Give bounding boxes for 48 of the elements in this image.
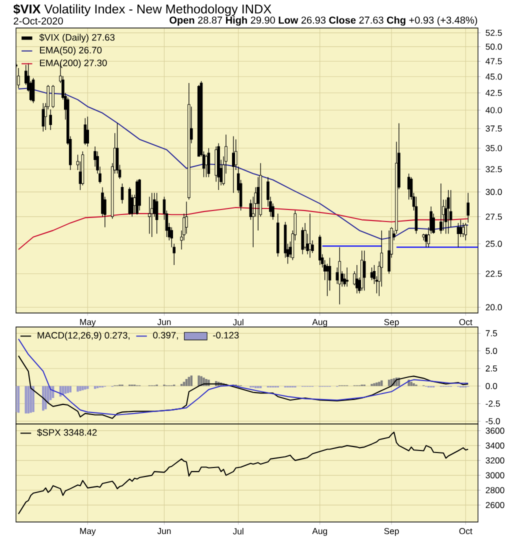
y-tick-label: 22.5 <box>486 270 502 277</box>
y-tick-label: 0.0 <box>486 382 498 390</box>
y-tick-label: 50.0 <box>486 44 502 50</box>
y-tick-label: 47.5 <box>486 58 502 64</box>
y-tick-label: 3000 <box>486 472 504 478</box>
x-tick-label: May <box>80 319 96 327</box>
y-tick-label: 5.0 <box>486 348 498 354</box>
y-tick-label: 27.5 <box>486 214 502 220</box>
x-tick-label: Sep <box>384 528 399 536</box>
x-tick-label: Sep <box>384 319 399 327</box>
text: Open 28.87 High 29.90 Low 26.93 Close 27.63 Chg +0.93 (+3.48%) <box>170 16 478 26</box>
legend-label: EMA(50) 26.70 <box>40 46 102 56</box>
x-tick-label: Jun <box>157 528 171 534</box>
x-tick-label: Oct <box>459 528 472 534</box>
y-tick-label: 35.0 <box>486 145 502 152</box>
legend-label: EMA(200) 27.30 <box>40 59 107 68</box>
y-tick-label: 40.0 <box>486 107 502 114</box>
y-tick-label: 32.5 <box>486 166 502 172</box>
x-tick-label: Aug <box>312 319 328 327</box>
x-tick-label: Oct <box>459 319 472 326</box>
y-tick-label: 20.0 <box>486 304 502 310</box>
y-tick-label: 37.5 <box>486 125 502 132</box>
y-tick-label: 2600 <box>486 502 504 508</box>
y-tick-label: 3600 <box>486 428 504 434</box>
y-tick-label: 45.0 <box>486 74 502 80</box>
x-tick-label: Jul <box>232 528 244 534</box>
y-tick-label: 3400 <box>486 442 504 449</box>
legend-label: MACD(12,26,9) 0.273, <box>38 332 130 340</box>
legend-label: -0.123 <box>213 332 239 338</box>
x-tick-label: Jul <box>232 319 244 326</box>
y-tick-label: 2800 <box>486 487 504 494</box>
legend-label: $VIX (Daily) 27.63 <box>39 34 115 43</box>
legend-label: 0.397, <box>153 332 178 340</box>
x-tick-label: Jun <box>157 319 171 326</box>
y-tick-label: -5.0 <box>486 418 500 424</box>
y-tick-label: 2.5 <box>486 365 498 372</box>
legend-label: $SPX 3348.42 <box>37 428 97 436</box>
y-tick-label: 25.0 <box>486 240 502 247</box>
x-tick-label: May <box>80 528 96 536</box>
y-tick-label: 3200 <box>486 457 504 464</box>
y-tick-label: -2.5 <box>486 400 500 407</box>
x-tick-label: Aug <box>312 528 328 536</box>
chart-subtitle: 2-Oct-2020 <box>14 17 63 25</box>
y-tick-label: 52.5 <box>486 30 502 36</box>
chart-title: $VIX Volatility Index - New Methodology INDX <box>13 4 272 16</box>
y-tick-label: 42.5 <box>486 90 502 96</box>
y-tick-label: 30.0 <box>486 188 502 195</box>
y-tick-label: 7.5 <box>486 330 498 336</box>
